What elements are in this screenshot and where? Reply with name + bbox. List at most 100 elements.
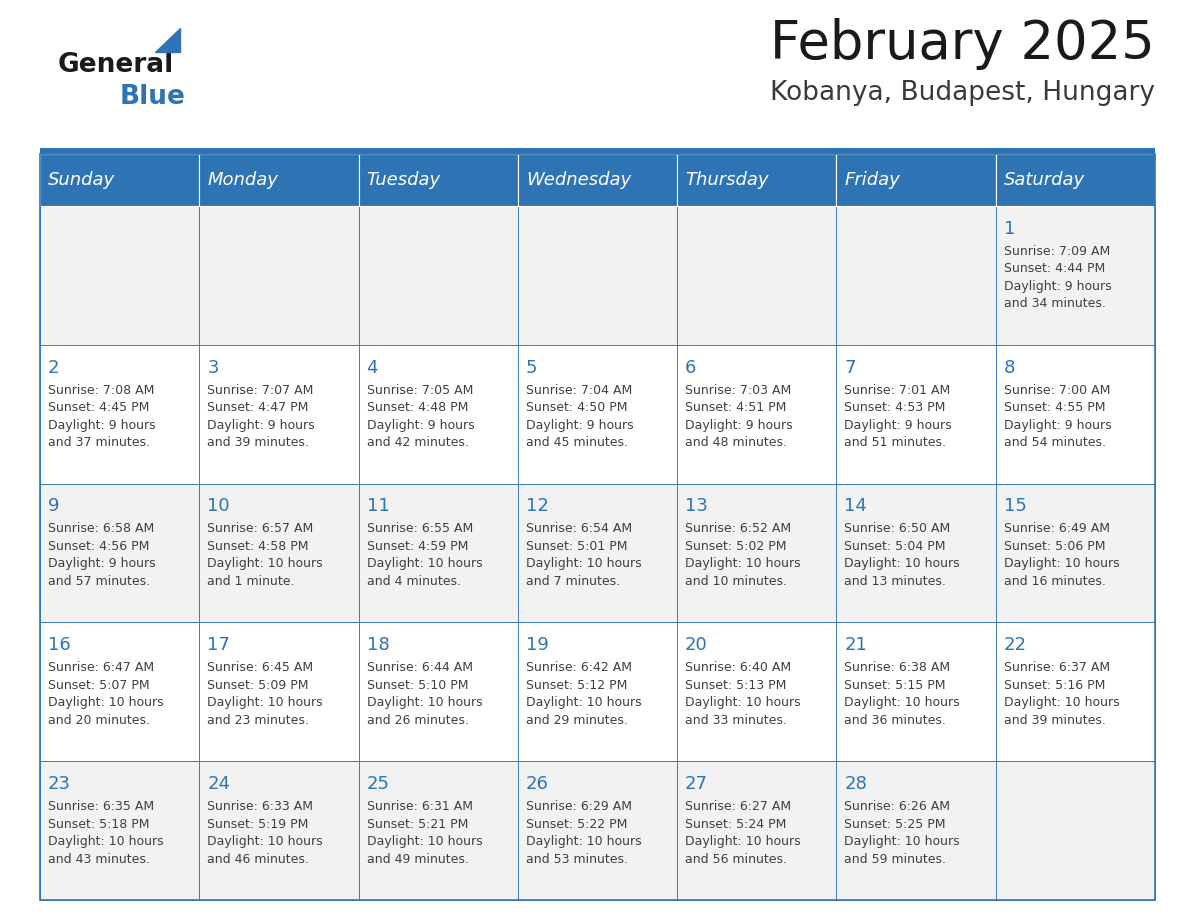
Text: 13: 13 xyxy=(685,498,708,516)
Text: 6: 6 xyxy=(685,359,696,376)
Text: 5: 5 xyxy=(526,359,537,376)
Text: 2: 2 xyxy=(48,359,59,376)
Bar xyxy=(677,484,836,622)
Bar xyxy=(836,484,996,622)
Bar xyxy=(518,761,677,900)
Text: Kobanya, Budapest, Hungary: Kobanya, Budapest, Hungary xyxy=(770,80,1155,106)
Bar xyxy=(677,761,836,900)
Text: Sunrise: 6:35 AM
Sunset: 5:18 PM
Daylight: 10 hours
and 43 minutes.: Sunrise: 6:35 AM Sunset: 5:18 PM Dayligh… xyxy=(48,800,164,866)
Text: Sunrise: 6:52 AM
Sunset: 5:02 PM
Daylight: 10 hours
and 10 minutes.: Sunrise: 6:52 AM Sunset: 5:02 PM Dayligh… xyxy=(685,522,801,588)
Text: 17: 17 xyxy=(207,636,230,655)
Text: Sunrise: 6:31 AM
Sunset: 5:21 PM
Daylight: 10 hours
and 49 minutes.: Sunrise: 6:31 AM Sunset: 5:21 PM Dayligh… xyxy=(367,800,482,866)
Text: 24: 24 xyxy=(207,775,230,793)
Text: 20: 20 xyxy=(685,636,708,655)
Text: 9: 9 xyxy=(48,498,59,516)
Bar xyxy=(359,206,518,345)
Text: Sunrise: 6:57 AM
Sunset: 4:58 PM
Daylight: 10 hours
and 1 minute.: Sunrise: 6:57 AM Sunset: 4:58 PM Dayligh… xyxy=(207,522,323,588)
Bar xyxy=(40,622,200,761)
Bar xyxy=(677,206,836,345)
Bar xyxy=(40,761,200,900)
Text: February 2025: February 2025 xyxy=(770,18,1155,70)
Text: Sunrise: 6:29 AM
Sunset: 5:22 PM
Daylight: 10 hours
and 53 minutes.: Sunrise: 6:29 AM Sunset: 5:22 PM Dayligh… xyxy=(526,800,642,866)
Bar xyxy=(677,345,836,484)
Text: 3: 3 xyxy=(207,359,219,376)
Bar xyxy=(518,622,677,761)
Text: Saturday: Saturday xyxy=(1004,171,1085,189)
Text: 4: 4 xyxy=(367,359,378,376)
Text: Sunrise: 6:44 AM
Sunset: 5:10 PM
Daylight: 10 hours
and 26 minutes.: Sunrise: 6:44 AM Sunset: 5:10 PM Dayligh… xyxy=(367,661,482,727)
Bar xyxy=(200,206,359,345)
Text: Sunrise: 7:07 AM
Sunset: 4:47 PM
Daylight: 9 hours
and 39 minutes.: Sunrise: 7:07 AM Sunset: 4:47 PM Dayligh… xyxy=(207,384,315,449)
Text: 21: 21 xyxy=(845,636,867,655)
Text: Sunrise: 6:26 AM
Sunset: 5:25 PM
Daylight: 10 hours
and 59 minutes.: Sunrise: 6:26 AM Sunset: 5:25 PM Dayligh… xyxy=(845,800,960,866)
Bar xyxy=(40,148,1155,154)
Bar xyxy=(836,206,996,345)
Text: General: General xyxy=(58,52,175,78)
Text: Sunrise: 6:50 AM
Sunset: 5:04 PM
Daylight: 10 hours
and 13 minutes.: Sunrise: 6:50 AM Sunset: 5:04 PM Dayligh… xyxy=(845,522,960,588)
Text: Sunrise: 6:49 AM
Sunset: 5:06 PM
Daylight: 10 hours
and 16 minutes.: Sunrise: 6:49 AM Sunset: 5:06 PM Dayligh… xyxy=(1004,522,1119,588)
Bar xyxy=(677,622,836,761)
Bar xyxy=(359,345,518,484)
Text: 18: 18 xyxy=(367,636,390,655)
Text: 14: 14 xyxy=(845,498,867,516)
Bar xyxy=(518,345,677,484)
Bar xyxy=(996,761,1155,900)
Text: Sunrise: 6:58 AM
Sunset: 4:56 PM
Daylight: 9 hours
and 57 minutes.: Sunrise: 6:58 AM Sunset: 4:56 PM Dayligh… xyxy=(48,522,156,588)
Bar xyxy=(40,154,1155,900)
Bar xyxy=(200,622,359,761)
Text: Sunrise: 7:00 AM
Sunset: 4:55 PM
Daylight: 9 hours
and 54 minutes.: Sunrise: 7:00 AM Sunset: 4:55 PM Dayligh… xyxy=(1004,384,1111,449)
Text: Sunrise: 7:09 AM
Sunset: 4:44 PM
Daylight: 9 hours
and 34 minutes.: Sunrise: 7:09 AM Sunset: 4:44 PM Dayligh… xyxy=(1004,245,1111,310)
Polygon shape xyxy=(154,28,181,52)
Text: Sunrise: 6:55 AM
Sunset: 4:59 PM
Daylight: 10 hours
and 4 minutes.: Sunrise: 6:55 AM Sunset: 4:59 PM Dayligh… xyxy=(367,522,482,588)
Bar xyxy=(359,154,518,206)
Text: 26: 26 xyxy=(526,775,549,793)
Bar xyxy=(359,484,518,622)
Text: Friday: Friday xyxy=(845,171,901,189)
Bar xyxy=(996,622,1155,761)
Text: 10: 10 xyxy=(207,498,229,516)
Text: 25: 25 xyxy=(367,775,390,793)
Text: Wednesday: Wednesday xyxy=(526,171,631,189)
Bar xyxy=(40,206,200,345)
Text: Sunrise: 7:01 AM
Sunset: 4:53 PM
Daylight: 9 hours
and 51 minutes.: Sunrise: 7:01 AM Sunset: 4:53 PM Dayligh… xyxy=(845,384,952,449)
Text: 12: 12 xyxy=(526,498,549,516)
Text: Tuesday: Tuesday xyxy=(367,171,441,189)
Bar xyxy=(200,761,359,900)
Bar xyxy=(40,345,200,484)
Bar xyxy=(836,345,996,484)
Bar xyxy=(677,154,836,206)
Text: 16: 16 xyxy=(48,636,71,655)
Bar xyxy=(996,154,1155,206)
Text: Sunrise: 7:05 AM
Sunset: 4:48 PM
Daylight: 9 hours
and 42 minutes.: Sunrise: 7:05 AM Sunset: 4:48 PM Dayligh… xyxy=(367,384,474,449)
Bar xyxy=(359,761,518,900)
Bar xyxy=(200,484,359,622)
Bar xyxy=(996,484,1155,622)
Text: Blue: Blue xyxy=(120,84,185,110)
Bar xyxy=(200,154,359,206)
Text: 19: 19 xyxy=(526,636,549,655)
Text: 23: 23 xyxy=(48,775,71,793)
Bar xyxy=(40,484,200,622)
Text: Sunrise: 6:37 AM
Sunset: 5:16 PM
Daylight: 10 hours
and 39 minutes.: Sunrise: 6:37 AM Sunset: 5:16 PM Dayligh… xyxy=(1004,661,1119,727)
Bar xyxy=(996,206,1155,345)
Bar xyxy=(518,154,677,206)
Bar xyxy=(359,622,518,761)
Text: 15: 15 xyxy=(1004,498,1026,516)
Text: 11: 11 xyxy=(367,498,390,516)
Text: Sunrise: 7:03 AM
Sunset: 4:51 PM
Daylight: 9 hours
and 48 minutes.: Sunrise: 7:03 AM Sunset: 4:51 PM Dayligh… xyxy=(685,384,792,449)
Bar xyxy=(836,622,996,761)
Text: 22: 22 xyxy=(1004,636,1026,655)
Text: Sunrise: 7:04 AM
Sunset: 4:50 PM
Daylight: 9 hours
and 45 minutes.: Sunrise: 7:04 AM Sunset: 4:50 PM Dayligh… xyxy=(526,384,633,449)
Bar xyxy=(200,345,359,484)
Text: Sunrise: 6:47 AM
Sunset: 5:07 PM
Daylight: 10 hours
and 20 minutes.: Sunrise: 6:47 AM Sunset: 5:07 PM Dayligh… xyxy=(48,661,164,727)
Text: Thursday: Thursday xyxy=(685,171,769,189)
Text: 1: 1 xyxy=(1004,220,1015,238)
Text: Sunrise: 6:38 AM
Sunset: 5:15 PM
Daylight: 10 hours
and 36 minutes.: Sunrise: 6:38 AM Sunset: 5:15 PM Dayligh… xyxy=(845,661,960,727)
Text: 27: 27 xyxy=(685,775,708,793)
Text: 8: 8 xyxy=(1004,359,1015,376)
Bar xyxy=(836,154,996,206)
Text: Sunrise: 6:27 AM
Sunset: 5:24 PM
Daylight: 10 hours
and 56 minutes.: Sunrise: 6:27 AM Sunset: 5:24 PM Dayligh… xyxy=(685,800,801,866)
Text: 7: 7 xyxy=(845,359,855,376)
Bar xyxy=(996,345,1155,484)
Text: 28: 28 xyxy=(845,775,867,793)
